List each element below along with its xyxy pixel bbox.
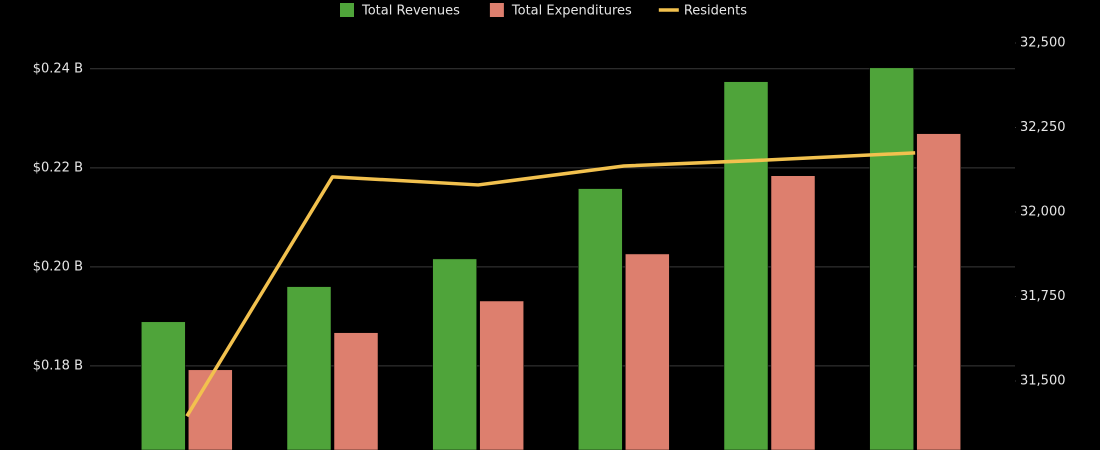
y2-tick-label: 32,000 xyxy=(1020,204,1066,219)
y-tick-label: $0.24 B xyxy=(33,61,83,76)
bar xyxy=(625,253,670,450)
legend-label[interactable]: Total Expenditures xyxy=(511,4,632,19)
legend-swatch[interactable] xyxy=(489,3,504,17)
y2-tick-label: 31,750 xyxy=(1020,289,1066,304)
bar xyxy=(869,67,914,450)
y-tick-label: $0.22 B xyxy=(33,160,83,175)
bar xyxy=(916,133,961,450)
y2-tick-label: 32,500 xyxy=(1020,35,1066,50)
bar xyxy=(770,175,816,450)
legend-swatch[interactable] xyxy=(340,3,354,17)
y-tick-label: $0.20 B xyxy=(33,259,83,274)
bar xyxy=(286,286,332,450)
bar xyxy=(578,188,623,450)
bar xyxy=(479,300,524,450)
legend-label[interactable]: Total Revenues xyxy=(361,4,460,19)
y-tick-label: $0.18 B xyxy=(33,358,83,373)
bar xyxy=(723,81,769,450)
y2-tick-label: 31,500 xyxy=(1020,374,1066,389)
bar xyxy=(333,332,379,450)
legend-label[interactable]: Residents xyxy=(684,4,747,19)
bar xyxy=(141,321,186,450)
bar xyxy=(188,369,233,450)
y2-tick-label: 32,250 xyxy=(1020,120,1066,135)
line xyxy=(185,151,916,418)
bar xyxy=(432,258,477,450)
